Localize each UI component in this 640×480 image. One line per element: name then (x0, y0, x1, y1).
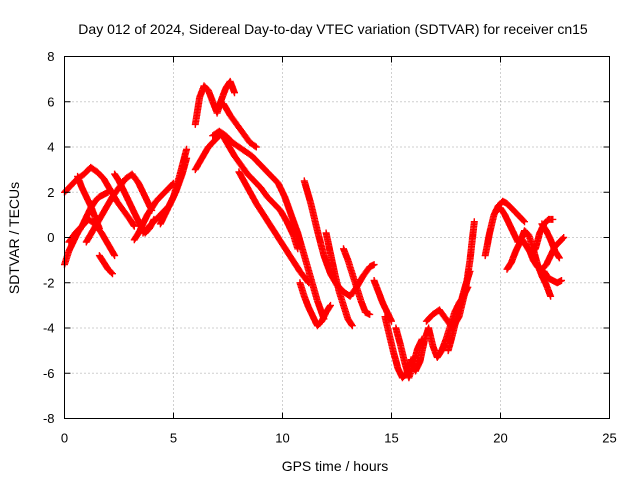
data-series (209, 127, 328, 323)
y-axis-label: SDTVAR / TECUs (6, 182, 22, 294)
data-series (444, 267, 474, 355)
data-point-markers (95, 252, 116, 278)
y-tick-label: 6 (47, 94, 54, 109)
x-tick-label: 15 (384, 431, 398, 446)
data-series (130, 179, 177, 244)
data-point-markers (340, 245, 374, 318)
data-point-markers (538, 220, 563, 262)
data-series (481, 197, 528, 260)
data-series (191, 129, 302, 253)
chart-title: Day 012 of 2024, Sidereal Day-to-day VTE… (78, 21, 588, 37)
data-point-markers (191, 77, 238, 128)
data-series (538, 220, 563, 262)
data-series (340, 245, 374, 318)
data-point-markers (220, 100, 260, 151)
data-series (296, 279, 334, 330)
data-point-markers (392, 324, 426, 382)
data-series (191, 77, 238, 128)
axis-ticks: 0 5 10 15 20 25 -8 -6 -4 -2 0 2 4 6 8 (43, 49, 617, 446)
data-point-markers (156, 145, 191, 228)
data-series (540, 267, 565, 287)
x-tick-label: 25 (602, 431, 616, 446)
y-tick-label: 2 (47, 185, 54, 200)
data-point-markers (296, 279, 334, 330)
data-point-markers (209, 127, 328, 323)
x-tick-label: 5 (170, 431, 177, 446)
data-point-markers (235, 168, 313, 287)
x-tick-label: 0 (61, 431, 68, 446)
data-point-markers (481, 197, 528, 260)
data-point-markers (444, 267, 474, 355)
y-tick-label: -8 (43, 411, 55, 426)
data-series (392, 324, 426, 382)
x-tick-label: 10 (275, 431, 289, 446)
y-tick-label: 8 (47, 49, 54, 64)
y-tick-label: -2 (43, 275, 55, 290)
y-tick-label: -6 (43, 366, 55, 381)
y-tick-label: 0 (47, 230, 54, 245)
data-series (156, 145, 191, 228)
data-series (370, 277, 395, 325)
x-axis-label: GPS time / hours (282, 458, 389, 474)
y-tick-label: -4 (43, 321, 55, 336)
data-points (61, 77, 568, 382)
y-tick-label: 4 (47, 140, 54, 155)
data-point-markers (191, 129, 302, 253)
data-point-markers (130, 179, 177, 244)
data-series (95, 252, 116, 278)
data-point-markers (370, 277, 395, 325)
x-tick-label: 20 (493, 431, 507, 446)
data-series (322, 229, 356, 330)
data-series (220, 100, 260, 151)
data-point-markers (322, 229, 356, 330)
data-point-markers (540, 267, 565, 287)
data-series (235, 168, 313, 287)
